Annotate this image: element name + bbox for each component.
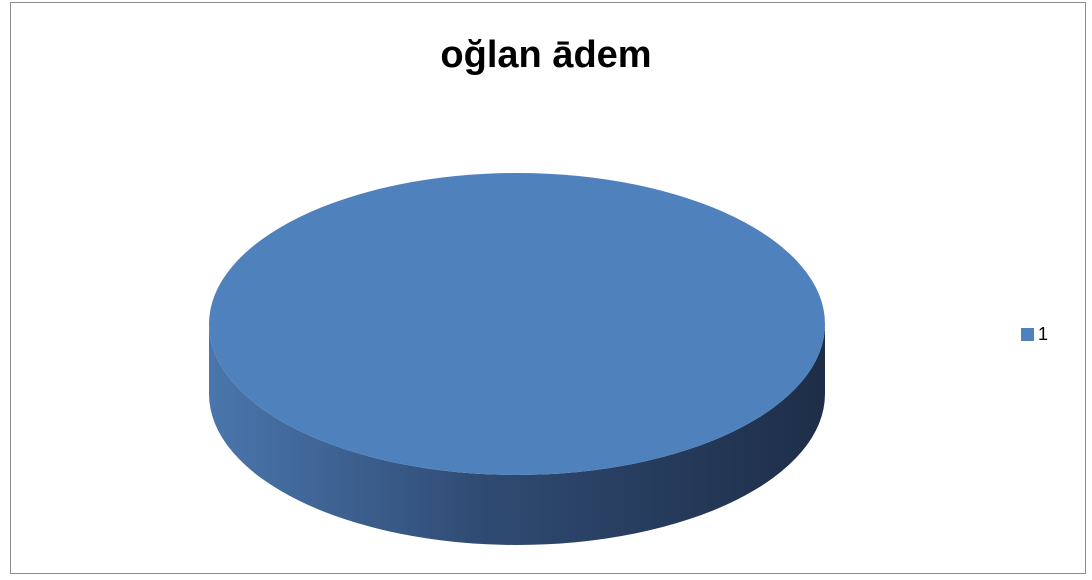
- pie-slice-side: [209, 324, 825, 545]
- chart-legend: 1: [1021, 324, 1048, 345]
- chart-title: oğlan ādem: [440, 34, 652, 76]
- pie-slice-1: [209, 173, 825, 475]
- legend-label: 1: [1038, 324, 1049, 344]
- legend-swatch: [1021, 328, 1034, 341]
